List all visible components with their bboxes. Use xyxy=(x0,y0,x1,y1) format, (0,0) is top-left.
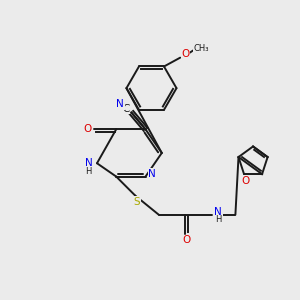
Text: O: O xyxy=(83,124,92,134)
Text: N: N xyxy=(85,158,93,168)
Text: O: O xyxy=(183,236,191,245)
Text: N: N xyxy=(116,99,124,109)
Text: S: S xyxy=(134,197,140,207)
Text: O: O xyxy=(242,176,250,186)
Text: H: H xyxy=(85,167,92,176)
Text: O: O xyxy=(182,49,190,59)
Text: CH₃: CH₃ xyxy=(193,44,209,53)
Text: N: N xyxy=(148,169,156,178)
Text: N: N xyxy=(214,207,222,217)
Text: C: C xyxy=(122,103,130,114)
Text: H: H xyxy=(215,215,221,224)
